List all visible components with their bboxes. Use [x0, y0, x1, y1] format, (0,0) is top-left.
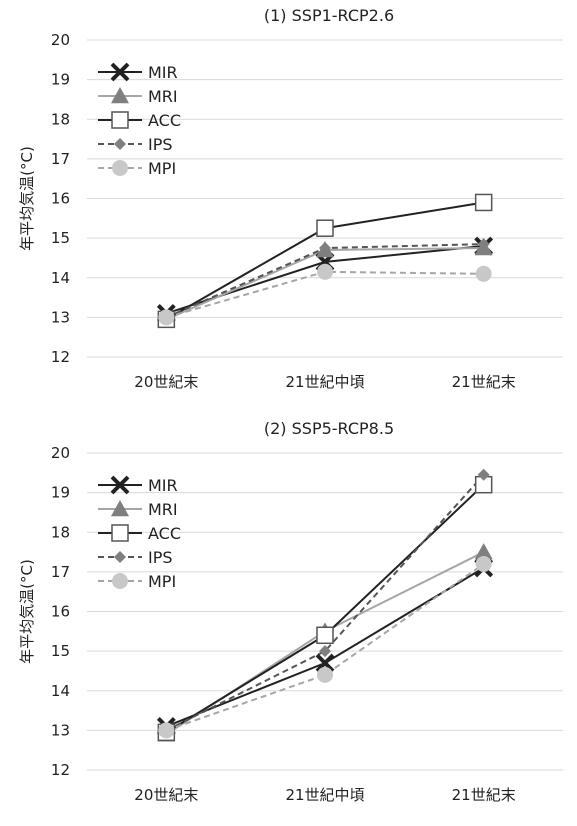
data-point-acc	[474, 193, 493, 212]
legend-label-ips: IPS	[148, 548, 173, 567]
data-point-acc	[316, 626, 334, 645]
data-point-mpi	[158, 309, 175, 326]
data-point-ips	[477, 468, 490, 481]
data-point-mpi	[158, 722, 175, 739]
legend: MIR MRI ACC IPS MPI	[98, 475, 181, 591]
data-point-acc	[316, 219, 334, 237]
y-tick-label: 15	[51, 229, 70, 247]
legend-marker-mri	[111, 87, 129, 104]
chart-title: (1) SSP1-RCP2.6	[264, 6, 394, 25]
series-line-ips	[165, 474, 485, 732]
x-tick-label: 21世紀末	[452, 786, 516, 804]
y-tick-label: 16	[51, 603, 70, 621]
legend-marker-mri	[111, 500, 129, 517]
y-tick-label: 18	[51, 523, 70, 541]
legend-label-ips: IPS	[148, 135, 173, 154]
y-tick-label: 20	[51, 31, 70, 49]
legend-label-mri: MRI	[148, 500, 178, 519]
series-markers	[156, 193, 494, 329]
series-markers	[156, 468, 494, 742]
data-point-mpi	[475, 265, 492, 282]
legend-marker-mpi	[112, 160, 128, 176]
data-point-mir-stroke-b	[315, 653, 335, 673]
y-axis-label: 年平均気温(°C)	[18, 559, 36, 664]
data-point-mri	[474, 543, 493, 560]
y-tick-label: 17	[51, 150, 70, 168]
legend-marker-ips	[114, 138, 126, 150]
chart-ssp1-rcp26: (1) SSP1-RCP2.6 12 13 14 15 16 17 18 19 20 20世紀末 21…	[18, 6, 563, 391]
data-point-mpi	[475, 555, 492, 572]
x-tick-label: 21世紀中頃	[285, 786, 364, 804]
legend-marker-mir-stroke-b	[110, 475, 130, 495]
legend-marker-mir-stroke-b	[110, 62, 130, 82]
chart-title: (2) SSP5-RCP8.5	[264, 419, 394, 438]
y-tick-label: 14	[51, 682, 70, 700]
legend-label-mri: MRI	[148, 87, 178, 106]
y-tick-label: 12	[51, 348, 70, 366]
data-point-ips	[319, 242, 331, 255]
series-line-mri	[165, 247, 484, 321]
legend-marker-ips	[114, 551, 126, 563]
legend-label-mpi: MPI	[148, 572, 176, 591]
y-tick-label: 18	[51, 110, 70, 128]
x-tick-label: 21世紀末	[452, 373, 516, 391]
y-tick-label: 14	[51, 269, 70, 287]
legend-marker-mir	[110, 62, 130, 82]
legend-marker-acc	[111, 111, 129, 129]
y-tick-label: 19	[51, 484, 70, 502]
legend-label-mir: MIR	[148, 63, 178, 82]
legend-label-mir: MIR	[148, 476, 178, 495]
series-line-acc	[165, 483, 485, 734]
data-point-ips	[319, 645, 331, 658]
y-tick-label: 20	[51, 444, 70, 462]
legend-label-mpi: MPI	[148, 159, 176, 178]
y-tick-label: 17	[51, 563, 70, 581]
y-tick-label: 13	[51, 721, 70, 739]
x-tick-label: 20世紀末	[134, 786, 198, 804]
data-point-mpi	[317, 263, 333, 280]
x-tick-label: 20世紀末	[134, 373, 198, 391]
data-point-mpi	[317, 666, 333, 683]
chart-ssp5-rcp85: (2) SSP5-RCP8.5 12 13 14 15 16 17 18 19 20 20世紀末 21…	[18, 419, 563, 804]
legend-marker-mir	[110, 475, 130, 495]
y-tick-label: 19	[51, 71, 70, 89]
legend-label-acc: ACC	[148, 524, 181, 543]
legend-label-acc: ACC	[148, 111, 181, 130]
data-point-ips	[477, 238, 490, 251]
y-tick-label: 13	[51, 308, 70, 326]
y-tick-label: 12	[51, 761, 70, 779]
y-axis-label: 年平均気温(°C)	[18, 146, 36, 251]
legend-marker-mpi	[112, 573, 128, 589]
y-tick-label: 16	[51, 190, 70, 208]
data-point-mir	[315, 653, 335, 673]
y-tick-label: 15	[51, 642, 70, 660]
legend: MIR MRI ACC IPS MPI	[98, 62, 181, 178]
x-tick-label: 21世紀中頃	[285, 373, 364, 391]
legend-marker-acc	[111, 524, 129, 542]
series-lines	[165, 474, 485, 736]
